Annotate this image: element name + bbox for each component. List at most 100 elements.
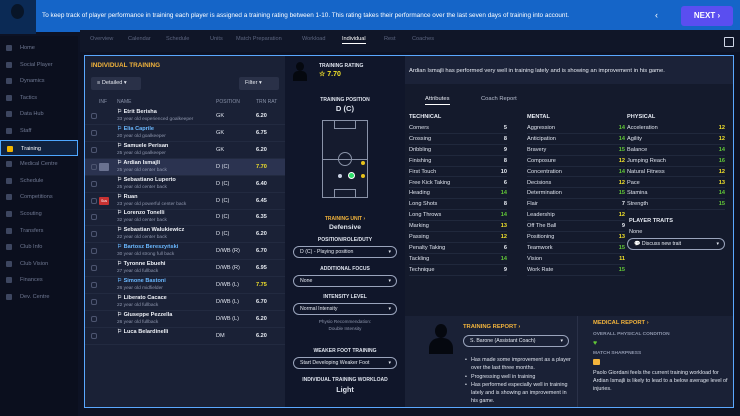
player-description: 20 year old goalkeeper <box>117 133 166 139</box>
filter-button[interactable]: Filter ▾ <box>239 77 279 90</box>
pitch-diagram[interactable] <box>322 120 368 198</box>
row-checkbox[interactable] <box>91 129 97 136</box>
tab-individual[interactable]: Individual <box>342 36 366 44</box>
tab-units[interactable]: Units <box>210 36 223 42</box>
row-checkbox[interactable] <box>91 282 97 288</box>
tab-schedule[interactable]: Schedule <box>166 36 190 42</box>
tab-rest[interactable]: Rest <box>384 36 396 42</box>
sidebar-item[interactable]: Home <box>0 40 78 56</box>
prev-icon[interactable]: ‹ <box>655 10 658 20</box>
table-row[interactable]: ⚐ Sebastiano Luperto 25 year old center b… <box>85 176 285 193</box>
column-name[interactable]: NAME <box>117 99 132 105</box>
table-row[interactable]: ⚐ Luca Belardinelli DM 6.20 <box>85 328 285 345</box>
row-checkbox[interactable] <box>91 315 97 322</box>
player-name[interactable]: ⚐ Liberato Cacace <box>117 294 167 301</box>
table-row[interactable]: ⚐ Etrit Berisha 33 year old experienced g… <box>85 108 285 125</box>
table-row[interactable]: ⚐ Elia Caprile 20 year old goalkeeper GK 6.… <box>85 125 285 142</box>
sidebar-item[interactable]: Finances <box>0 272 78 288</box>
table-row[interactable]: Sus ⚐ Ruan 23 year old powerful center bac… <box>85 193 285 210</box>
focus-dropdown[interactable]: None ▾ <box>293 275 397 287</box>
tab-attributes[interactable]: Attributes <box>425 96 450 105</box>
table-row[interactable]: ⚐ Giuseppe Pezzella 26 year old fullback D… <box>85 311 285 328</box>
row-checkbox[interactable] <box>91 113 97 119</box>
coach-dropdown[interactable]: S. Barone (Assistant Coach) ▾ <box>463 335 569 347</box>
tab-coaches[interactable]: Coaches <box>412 36 435 42</box>
player-name[interactable]: ⚐ Ruan <box>117 193 138 200</box>
intensity-dropdown[interactable]: Normal Intensity ▾ <box>293 303 397 315</box>
attribute-value: 15 <box>618 190 625 197</box>
player-name[interactable]: ⚐ Luca Belardinelli <box>117 328 169 335</box>
role-dropdown[interactable]: D (C) - Playing position ▾ <box>293 246 397 258</box>
table-row[interactable]: ⚐ Sebastian Walukiewicz 22 year old cente… <box>85 226 285 244</box>
column-rating[interactable]: TRN RAT <box>256 99 278 105</box>
player-name[interactable]: ⚐ Lorenzo Tonelli <box>117 210 165 217</box>
sidebar-item[interactable]: Training <box>0 139 78 156</box>
next-button[interactable]: NEXT › <box>681 6 733 26</box>
sidebar-item[interactable]: Medical Centre <box>0 156 78 172</box>
sidebar-item[interactable]: Club Vision <box>0 256 78 272</box>
row-checkbox[interactable] <box>91 248 97 255</box>
tab-workload[interactable]: Workload <box>302 36 326 42</box>
table-row[interactable]: ⚐ Lorenzo Tonelli 32 year old center back… <box>85 209 285 227</box>
sidebar-item[interactable]: Social Player <box>0 57 78 73</box>
table-row[interactable]: ⚐ Samuele Perisan 25 year old goalkeeper G… <box>85 142 285 159</box>
player-name[interactable]: ⚐ Etrit Berisha <box>117 109 157 115</box>
row-checkbox[interactable] <box>91 163 97 170</box>
table-row[interactable]: ⚐ Liberato Cacace 22 year old fullback D/W… <box>85 294 285 311</box>
tab-match-preparation[interactable]: Match Preparation <box>236 36 282 42</box>
tab-overview[interactable]: Overview <box>90 36 114 42</box>
player-name[interactable]: ⚐ Ardian Ismajli <box>117 159 161 166</box>
player-name[interactable]: ⚐ Samuele Perisan <box>117 142 169 149</box>
chevron-down-icon: ▾ <box>388 249 391 255</box>
chevron-down-icon: ▾ <box>123 80 127 86</box>
row-checkbox[interactable] <box>91 265 97 272</box>
row-checkbox[interactable] <box>91 214 97 221</box>
sidebar-item[interactable]: Tactics <box>0 90 78 106</box>
row-checkbox[interactable] <box>91 231 97 238</box>
sidebar-item[interactable]: Staff <box>0 123 78 139</box>
sidebar-item[interactable]: Schedule <box>0 173 78 189</box>
row-checkbox[interactable] <box>91 197 97 204</box>
tab-coach-report[interactable]: Coach Report <box>481 96 517 102</box>
sidebar-item[interactable]: Dynamics <box>0 73 78 89</box>
row-checkbox[interactable] <box>91 180 97 187</box>
discuss-trait-dropdown[interactable]: 💬 Discuss new trait ▾ <box>627 238 725 250</box>
sidebar-item[interactable]: Competitions <box>0 189 78 205</box>
weak-foot-dropdown[interactable]: Start Developing Weaker Foot ▾ <box>293 357 397 369</box>
position-dot[interactable] <box>361 174 365 178</box>
attribute-row: Crossing 8 <box>409 134 507 145</box>
sidebar-item[interactable]: Scouting <box>0 206 78 222</box>
player-name[interactable]: ⚐ Tyronne Ebuehi <box>117 261 166 268</box>
player-name[interactable]: ⚐ Giuseppe Pezzella <box>117 311 173 318</box>
training-unit-label[interactable]: TRAINING UNIT › <box>324 216 366 222</box>
row-checkbox[interactable] <box>91 298 97 305</box>
table-row[interactable]: ⚐ Simone Bastoni 26 year old midfielder D/… <box>85 277 285 294</box>
player-name[interactable]: ⚐ Sebastiano Luperto <box>117 176 176 183</box>
player-name[interactable]: ⚐ Sebastian Walukiewicz <box>117 227 185 234</box>
column-position[interactable]: POSITION <box>216 99 240 105</box>
manager-avatar[interactable] <box>0 0 36 34</box>
row-checkbox[interactable] <box>91 146 97 153</box>
sidebar-item-label: Social Player <box>20 61 53 68</box>
position-dot[interactable] <box>338 174 342 178</box>
view-dropdown[interactable]: ≡ Detailed ▾ <box>91 77 141 90</box>
position-dot[interactable] <box>361 161 365 165</box>
sidebar-item[interactable]: Dev. Centre <box>0 289 78 305</box>
player-name[interactable]: ⚐ Elia Caprile <box>117 125 155 132</box>
position-dot-selected[interactable] <box>348 172 355 179</box>
player-name[interactable]: ⚐ Bartosz Bereszyński <box>117 244 179 251</box>
table-row[interactable]: ⚐ Ardian Ismajli 25 year old center back D… <box>85 158 285 176</box>
sidebar-item[interactable]: Club Info <box>0 239 78 255</box>
table-row[interactable]: ⚐ Bartosz Bereszyński 30 year old strong … <box>85 243 285 261</box>
row-checkbox[interactable] <box>91 332 97 339</box>
sidebar-item[interactable]: Data Hub <box>0 106 78 122</box>
training-report-title[interactable]: TRAINING REPORT › <box>463 324 521 330</box>
sidebar-item[interactable]: Transfers <box>0 223 78 239</box>
tab-calendar[interactable]: Calendar <box>128 36 151 42</box>
exit-icon[interactable] <box>724 37 734 47</box>
player-position: DM <box>216 332 225 339</box>
table-row[interactable]: ⚐ Tyronne Ebuehi 27 year old fullback D/WB… <box>85 260 285 278</box>
player-name[interactable]: ⚐ Simone Bastoni <box>117 278 166 284</box>
column-inf[interactable]: INF <box>99 99 108 105</box>
medical-report-title[interactable]: MEDICAL REPORT › <box>593 320 649 326</box>
